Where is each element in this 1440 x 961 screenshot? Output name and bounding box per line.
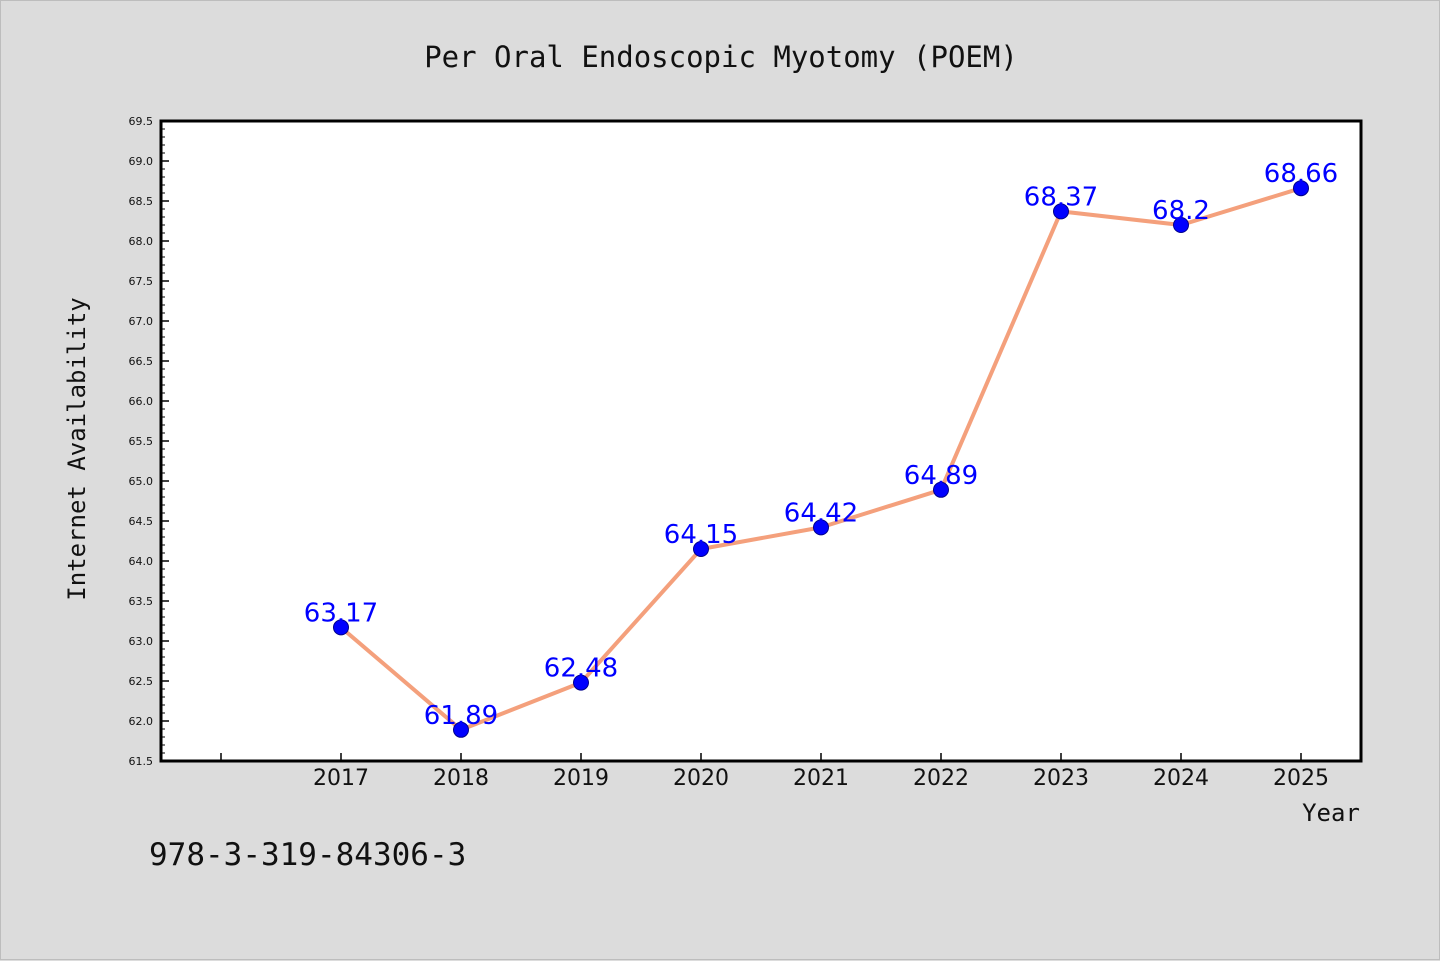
y-axis-label: Internet Availability — [63, 297, 91, 600]
x-tick-label: 2022 — [913, 766, 969, 791]
data-point-marker — [1293, 180, 1309, 197]
y-tick-label: 62.0 — [129, 715, 154, 728]
x-tick-label: 2020 — [673, 766, 729, 791]
data-point-label: 64.89 — [904, 461, 978, 491]
data-point-label: 64.42 — [784, 498, 858, 528]
x-tick-label: 2017 — [313, 766, 369, 791]
data-point-label: 68.66 — [1264, 159, 1338, 189]
y-tick-label: 69.0 — [129, 155, 154, 168]
y-tick-label: 65.0 — [129, 475, 154, 488]
y-tick-label: 63.0 — [129, 635, 154, 648]
y-tick-label: 69.5 — [129, 115, 154, 128]
data-labels: 63.17 61.89 62.48 64.15 64.42 64.89 68.37 68.2 6… — [304, 159, 1338, 731]
data-point-label: 68.37 — [1024, 182, 1098, 212]
x-tick-label: 2019 — [553, 766, 609, 791]
data-point-label: 62.48 — [544, 654, 618, 684]
chart-title: Per Oral Endoscopic Myotomy (POEM) — [424, 40, 1018, 74]
axis-ticks: 61.5 62.0 62.5 63.0 63.5 64.0 64.5 65.0 65.5 66.0… — [129, 115, 1330, 791]
data-point-marker — [333, 619, 349, 636]
y-tick-label: 66.0 — [129, 395, 154, 408]
y-tick-label: 67.0 — [129, 315, 154, 328]
y-tick-label: 63.5 — [129, 595, 154, 608]
x-tick-label: 2023 — [1033, 766, 1089, 791]
y-tick-label: 62.5 — [129, 675, 154, 688]
data-point-marker — [693, 541, 709, 557]
y-tick-label: 64.0 — [129, 555, 154, 568]
data-point-marker — [453, 721, 469, 738]
data-point-label: 64.15 — [664, 520, 738, 550]
y-tick-label: 65.5 — [129, 435, 154, 448]
series-markers — [333, 180, 1309, 738]
plot-frame — [159, 119, 1363, 763]
x-tick-label: 2018 — [433, 766, 489, 791]
data-point-marker — [1173, 217, 1189, 233]
y-tick-label: 66.5 — [129, 355, 154, 368]
y-tick-label: 61.5 — [129, 755, 154, 768]
y-tick-label: 68.5 — [129, 195, 154, 208]
data-point-marker — [813, 519, 829, 536]
y-tick-label: 64.5 — [129, 515, 154, 528]
x-tick-label: 2025 — [1273, 766, 1329, 791]
x-tick-label: 2021 — [793, 766, 849, 791]
plot-area — [161, 121, 1361, 761]
data-point-marker — [573, 674, 589, 691]
footer-identifier: 978-3-319-84306-3 — [149, 837, 466, 873]
y-tick-label: 67.5 — [129, 275, 154, 288]
data-point-label: 61.89 — [424, 701, 498, 731]
data-point-label: 63.17 — [304, 598, 378, 628]
data-point-label: 68.2 — [1152, 196, 1210, 226]
data-point-marker — [1053, 203, 1069, 220]
x-axis-label: Year — [1302, 799, 1360, 827]
data-point-marker — [933, 481, 949, 498]
x-tick-label: 2024 — [1153, 766, 1209, 791]
y-tick-label: 68.0 — [129, 235, 154, 248]
